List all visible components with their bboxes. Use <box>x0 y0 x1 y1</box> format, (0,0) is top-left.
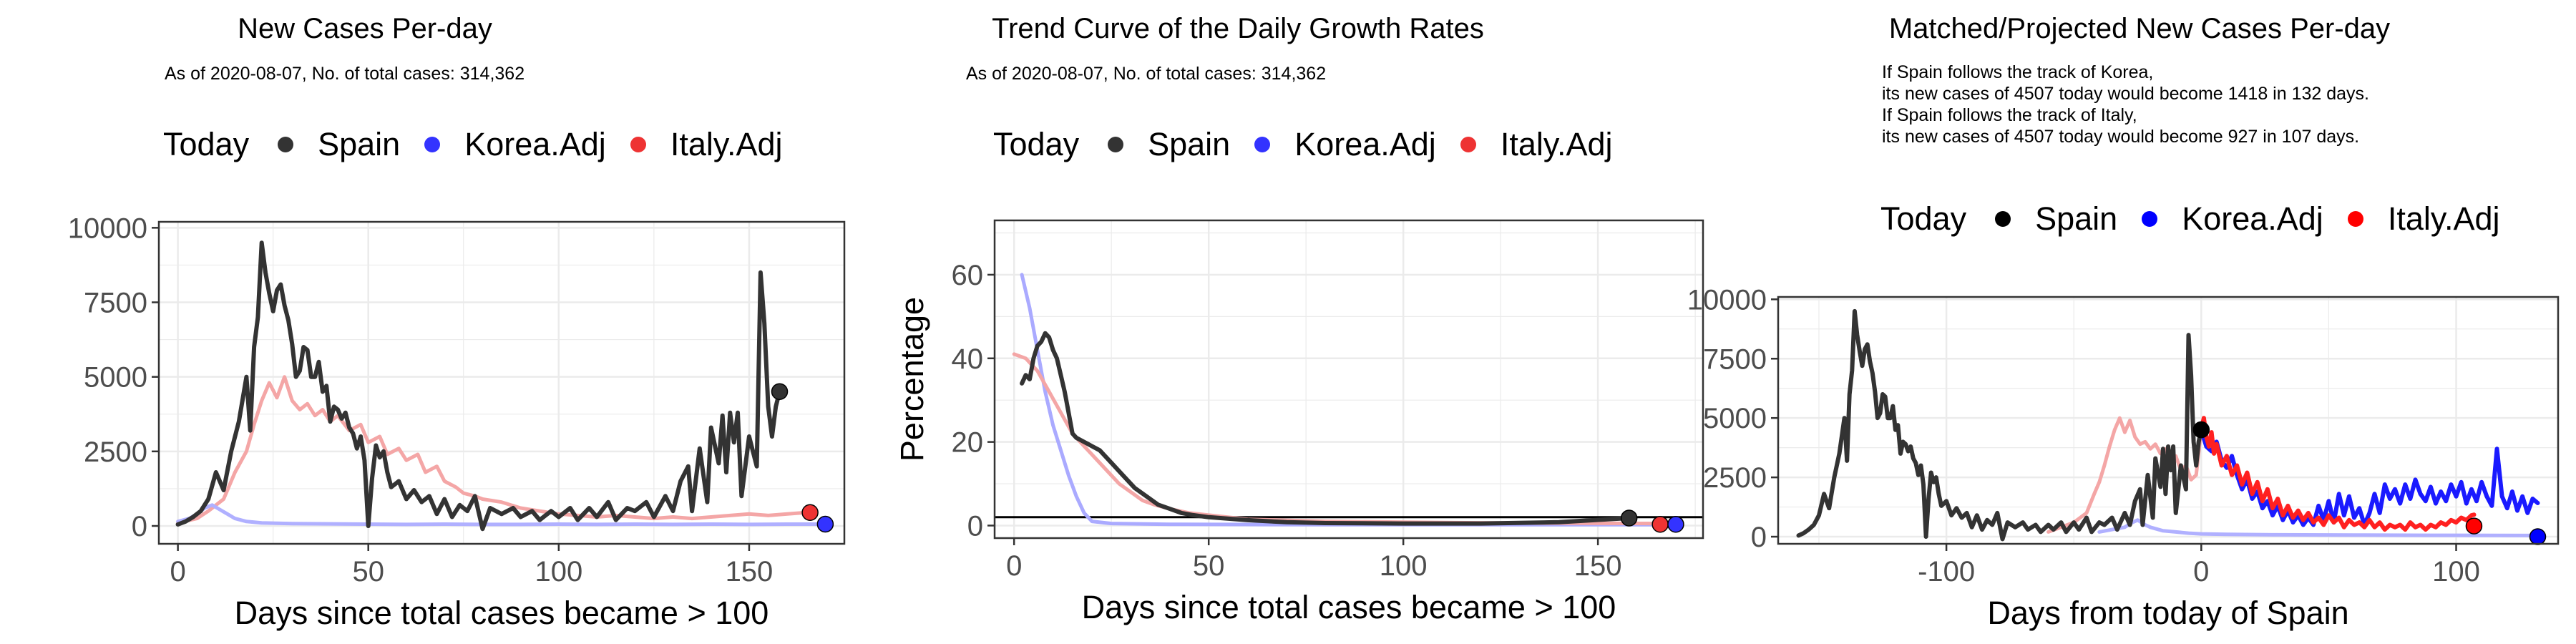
legend-dot-icon <box>278 137 294 152</box>
legend-item-spain: Spain <box>278 126 400 163</box>
chart-title: Matched/Projected New Cases Per-day <box>1888 13 2391 44</box>
endpoint-italy-adj <box>801 504 819 521</box>
x-tick-label: -100 <box>1918 556 1975 587</box>
x-tick-label: 50 <box>1193 550 1225 582</box>
chart-plot: -100 0 100 0 2500 5000 7500 10000 Days from toda… <box>1687 284 2560 631</box>
note-line: its new cases of 4507 today would become… <box>1882 84 2369 104</box>
legend: Today Spain Korea.Adj Italy.Adj <box>1880 200 2524 238</box>
series-line-italy-adj <box>176 375 809 525</box>
chart-panel-growth-rates: Trend Curve of the Daily Growth Rates As… <box>859 0 1717 644</box>
x-axis-label: Days from today of Spain <box>1987 595 2348 631</box>
legend-item-italy: Italy.Adj <box>1460 126 1613 163</box>
legend-label: Italy.Adj <box>670 126 783 162</box>
legend-item-spain: Spain <box>1995 200 2117 238</box>
y-tick-label: 7500 <box>84 288 147 319</box>
chart-note: As of 2020-08-07, No. of total cases: 31… <box>165 63 525 84</box>
series-line-spain <box>1020 331 1631 526</box>
y-tick-label: 40 <box>952 343 984 375</box>
y-tick-label: 20 <box>952 427 984 459</box>
legend-label: Korea.Adj <box>464 126 606 162</box>
y-tick-label: 10000 <box>68 213 147 244</box>
legend-dot-icon <box>1995 211 2011 227</box>
chart-title: New Cases Per-day <box>238 13 492 44</box>
legend-dot-icon <box>424 137 441 152</box>
x-tick-label: 150 <box>1574 550 1622 582</box>
y-tick-label: 10000 <box>1687 284 1767 316</box>
legend-dot-icon <box>630 137 646 152</box>
endpoint-korea-adj <box>2529 528 2547 545</box>
series-line-korea-adj <box>1020 273 1678 527</box>
legend-dot-icon <box>1460 137 1476 152</box>
legend-item-korea: Korea.Adj <box>424 126 606 163</box>
x-tick-label: 100 <box>2432 556 2480 587</box>
legend-label: Italy.Adj <box>2387 200 2500 237</box>
series-line-spain <box>175 240 782 532</box>
chart-title: Trend Curve of the Daily Growth Rates <box>992 13 1484 44</box>
y-tick-label: 5000 <box>84 362 147 394</box>
y-tick-label: 0 <box>1751 522 1767 553</box>
legend-title: Today <box>1880 200 1967 237</box>
legend-label: Korea.Adj <box>1294 126 1436 162</box>
series-line-spain <box>1796 308 2204 542</box>
plot-border <box>1777 296 2560 545</box>
legend-item-korea: Korea.Adj <box>2142 200 2323 238</box>
endpoint-italy-adj <box>2465 517 2483 535</box>
legend-label: Italy.Adj <box>1500 126 1613 162</box>
legend-dot-icon <box>1108 137 1124 152</box>
legend-item-italy: Italy.Adj <box>630 126 783 163</box>
x-tick-label: 100 <box>535 556 582 587</box>
legend-label: Spain <box>1148 126 1231 162</box>
chart-panel-new-cases: New Cases Per-day As of 2020-08-07, No. … <box>0 0 859 644</box>
legend-dot-icon <box>2142 211 2158 227</box>
legend-title: Today <box>163 126 250 162</box>
note-line: As of 2020-08-07, No. of total cases: 31… <box>165 64 525 84</box>
note-line: its new cases of 4507 today would become… <box>1882 127 2360 147</box>
x-tick-label: 0 <box>1006 550 1022 582</box>
y-tick-label: 0 <box>967 510 983 542</box>
note-line: If Spain follows the track of Italy, <box>1882 105 2137 125</box>
legend-label: Spain <box>318 126 401 162</box>
note-line: If Spain follows the track of Korea, <box>1882 62 2154 82</box>
endpoint-spain <box>2192 421 2210 439</box>
legend-title: Today <box>993 126 1080 162</box>
y-axis-label: Percentage <box>894 297 930 462</box>
note-line: As of 2020-08-07, No. of total cases: 31… <box>966 64 1327 84</box>
y-tick-label: 0 <box>132 511 147 542</box>
series-line-italy-adj <box>2199 416 2477 532</box>
x-tick-label: 0 <box>170 556 185 587</box>
chart-note: As of 2020-08-07, No. of total cases: 31… <box>966 63 1326 84</box>
series-line-korea-adj <box>2199 427 2540 527</box>
y-tick-label: 2500 <box>84 436 147 468</box>
x-tick-label: 100 <box>1380 550 1428 582</box>
legend-item-spain: Spain <box>1108 126 1230 163</box>
endpoint-korea-adj <box>1667 515 1684 533</box>
endpoint-italy-adj <box>1652 515 1669 533</box>
y-tick-label: 60 <box>952 260 984 291</box>
legend-dot-icon <box>1254 137 1271 152</box>
endpoint-spain <box>1620 509 1638 527</box>
y-tick-label: 7500 <box>1703 343 1767 375</box>
chart-panel-projected-cases: Matched/Projected New Cases Per-day If S… <box>1687 0 2576 644</box>
legend-item-italy: Italy.Adj <box>2347 200 2500 238</box>
endpoint-korea-adj <box>816 515 834 533</box>
y-tick-label: 2500 <box>1703 462 1767 494</box>
chart-note: If Spain follows the track of Korea, its… <box>1882 62 2369 147</box>
legend: Today Spain Korea.Adj Italy.Adj <box>993 126 1637 163</box>
x-tick-label: 50 <box>352 556 384 587</box>
legend-dot-icon <box>2347 211 2363 227</box>
x-axis-label: Days since total cases became > 100 <box>1082 589 1616 625</box>
x-tick-label: 150 <box>726 556 774 587</box>
endpoint-spain <box>771 383 789 400</box>
y-tick-label: 5000 <box>1703 403 1767 434</box>
plot-border <box>993 219 1704 540</box>
x-tick-label: 0 <box>2193 556 2209 587</box>
chart-plot: 0 50 100 150 0 2500 5000 7500 10000 Days since to… <box>68 213 846 631</box>
plot-border <box>157 220 846 545</box>
legend-label: Korea.Adj <box>2182 200 2323 237</box>
legend-label: Spain <box>2035 200 2118 237</box>
legend-item-korea: Korea.Adj <box>1254 126 1436 163</box>
x-axis-label: Days since total cases became > 100 <box>235 595 769 631</box>
legend: Today Spain Korea.Adj Italy.Adj <box>163 126 807 163</box>
chart-plot: 0 50 100 150 0 20 40 60 Days since total cases b… <box>894 219 1704 625</box>
